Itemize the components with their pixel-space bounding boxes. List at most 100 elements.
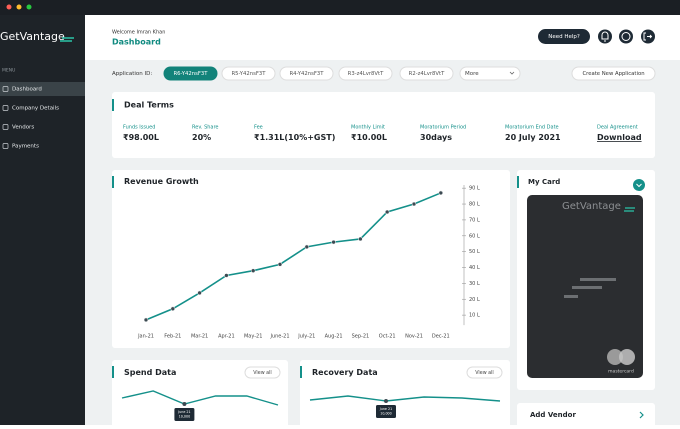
x-tick-label: Feb-21 [164, 334, 181, 340]
menu-icon [2, 86, 9, 92]
point [224, 273, 229, 278]
bell-glyph [601, 31, 609, 42]
zoom-dot[interactable] [26, 4, 32, 10]
accent [112, 366, 114, 378]
app-pill[interactable] [399, 66, 454, 81]
accent [517, 176, 519, 188]
chevron [639, 411, 644, 419]
x-tick-label: Oct-21 [379, 334, 396, 340]
field-value: 20% [192, 133, 211, 142]
app-pill[interactable] [338, 66, 393, 81]
view-all-label: View all [475, 370, 494, 376]
accent [112, 176, 114, 188]
y-tick-label: 70 L [469, 217, 480, 223]
x-tick-label: Aug-21 [325, 334, 343, 340]
mini-title: Spend Data [124, 368, 176, 377]
minimize-dot[interactable] [16, 4, 22, 10]
field-value: ₹10.00L [351, 133, 387, 142]
more-dropdown[interactable] [459, 66, 521, 81]
y-tick-label: 50 L [469, 249, 480, 255]
menu-item[interactable]: Dashboard [12, 87, 42, 93]
y-tick-label: 60 L [469, 233, 480, 239]
field-label: Moratorium Period [420, 125, 466, 131]
y-tick-label: 80 L [469, 202, 480, 208]
help-button[interactable] [538, 29, 590, 44]
tooltip-text: 10,000 [380, 412, 392, 416]
card-mark [624, 207, 635, 212]
point [277, 262, 283, 267]
view-all-label: View all [253, 370, 272, 376]
menu-item[interactable]: Payments [12, 144, 39, 150]
app-id: R4-Y42nsF3T [289, 71, 324, 77]
field-label: Rev. Share [192, 125, 219, 131]
chevron [636, 183, 642, 188]
card-toggle[interactable] [633, 179, 645, 191]
app-id: R2-z4Lvr8VtT [409, 71, 445, 77]
accent [112, 99, 114, 111]
close-dot[interactable] [6, 4, 12, 10]
mc-circle [619, 349, 635, 365]
mini-point [384, 399, 388, 403]
point [331, 239, 336, 245]
app-id: R3-z4Lvr8VtT [348, 71, 384, 77]
app-id-label: Application ID: [112, 71, 152, 77]
card-brand: GetVantage [562, 201, 621, 212]
point [143, 317, 149, 323]
point [411, 201, 417, 207]
active-item [0, 82, 85, 96]
mini-point [182, 402, 187, 406]
menu-item[interactable]: Vendors [12, 125, 34, 131]
revenue-card [112, 170, 510, 348]
mini-line [121, 390, 279, 406]
app-id: R5-Y42nsF3T [231, 71, 266, 77]
accent [300, 366, 302, 378]
tooltip-text: June 21 [177, 410, 190, 414]
view-all[interactable] [466, 366, 503, 379]
point [304, 244, 310, 250]
field-value: ₹1.31L(10%+GST) [254, 133, 335, 142]
field-value: 20 July 2021 [505, 133, 561, 142]
point [170, 306, 176, 312]
card-line [572, 286, 602, 289]
field-label: Funds Issued [123, 125, 155, 131]
y-tick-label: 40 L [469, 265, 480, 271]
app-pill[interactable] [163, 66, 218, 81]
logout-glyph [643, 32, 653, 41]
welcome: Welcome Imran Khan [112, 30, 165, 36]
mini-line [309, 395, 501, 402]
field-label: Moratorium End Date [505, 125, 559, 131]
point [197, 290, 202, 296]
point [438, 190, 444, 196]
more-caret [509, 71, 515, 75]
app-pill[interactable] [221, 66, 276, 81]
add-vendor: Add Vendor [530, 411, 576, 419]
y-tick-label: 30 L [469, 281, 480, 287]
menu-icon [2, 124, 9, 130]
add-vendor-card[interactable] [517, 403, 655, 429]
point [384, 209, 390, 215]
x-tick-label: Mar-21 [191, 334, 208, 340]
logo-mark [60, 37, 74, 42]
x-tick-label: Nov-21 [405, 334, 423, 340]
create-button[interactable] [571, 66, 656, 81]
card-title: My Card [528, 178, 560, 186]
more-label: More [465, 71, 479, 77]
x-tick-label: Apr-21 [218, 334, 235, 340]
user-icon[interactable] [619, 29, 633, 44]
card-line [564, 295, 578, 298]
x-tick-label: July-21 [297, 334, 315, 340]
title-bar [0, 0, 680, 15]
x-tick-label: Dec-21 [432, 334, 450, 340]
menu-item[interactable]: Company Details [12, 106, 59, 112]
mini-title: Recovery Data [312, 368, 378, 377]
field-value[interactable]: Download [597, 133, 642, 142]
x-tick-label: Sep-21 [352, 334, 370, 340]
app-pill[interactable] [279, 66, 334, 81]
view-all[interactable] [244, 366, 281, 379]
y-tick-label: 90 L [469, 186, 480, 192]
tooltip [376, 405, 396, 418]
bell-icon[interactable] [598, 29, 612, 44]
help-label: Need Help? [548, 34, 580, 40]
card-network: mastercard [608, 369, 634, 375]
revenue-line [145, 192, 442, 321]
